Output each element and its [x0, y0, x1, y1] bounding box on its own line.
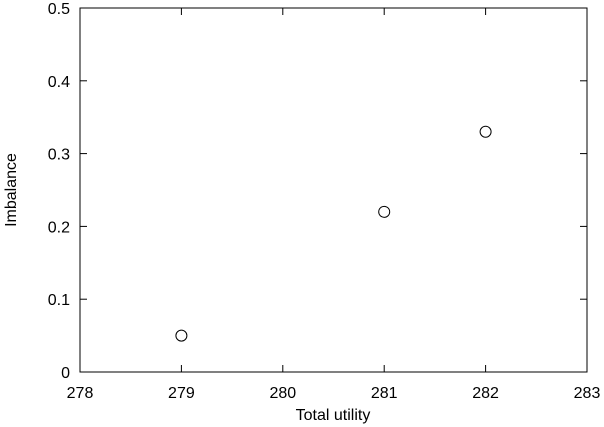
y-tick-label: 0.3	[48, 147, 70, 164]
x-tick-label: 282	[472, 385, 499, 402]
x-tick-label: 278	[67, 385, 94, 402]
point	[479, 125, 492, 138]
point	[175, 329, 188, 342]
y-tick-label: 0.2	[48, 219, 70, 236]
y-tick-label: 0.5	[48, 1, 70, 18]
x-tick-label: 281	[371, 385, 398, 402]
y-tick-label: 0.4	[48, 74, 70, 91]
plot-frame	[79, 7, 588, 373]
y-axis-label: Imbalance	[3, 153, 20, 227]
x-axis-label: Total utility	[296, 407, 371, 424]
x-tick-label: 283	[574, 385, 601, 402]
x-tick-label: 279	[168, 385, 195, 402]
x-tick-label: 280	[269, 385, 296, 402]
y-tick-label: 0	[61, 365, 70, 382]
y-tick-label: 0.1	[48, 292, 70, 309]
point	[378, 205, 391, 218]
